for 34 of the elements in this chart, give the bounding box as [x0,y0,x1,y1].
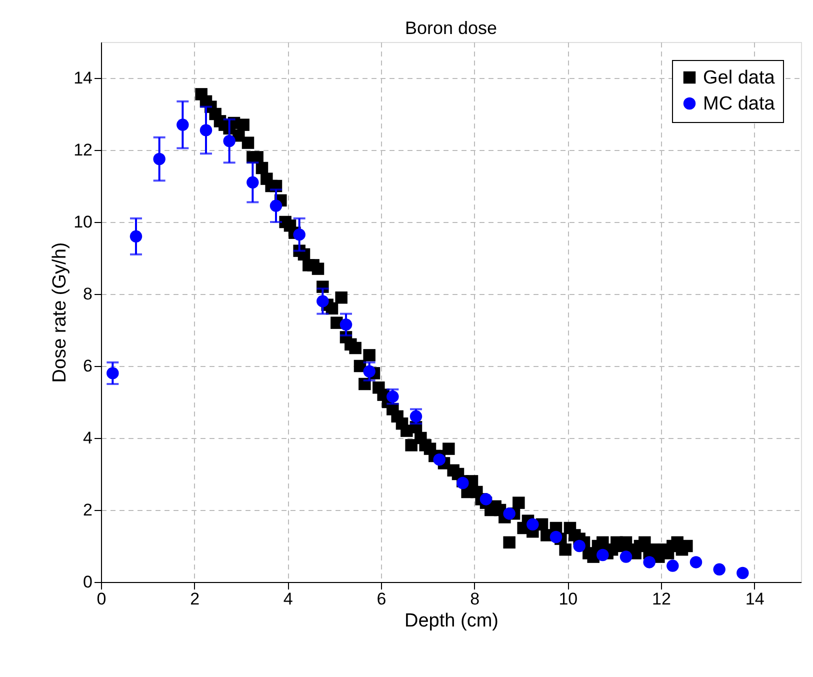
x-tick-label: 0 [96,590,106,608]
x-tick-label: 4 [283,590,293,608]
y-tick-label: 6 [83,356,92,376]
point [666,560,679,572]
x-tick-label: 8 [470,590,480,608]
legend-label: Gel data [703,68,776,88]
point [526,518,539,531]
y-axis-title: Dose rate (Gy/h) [50,242,71,383]
point [550,530,562,544]
point [620,550,632,563]
x-tick-label: 2 [190,590,200,608]
point [573,540,586,552]
x-tick-label: 10 [558,590,578,608]
point [503,507,516,520]
y-tick-label: 2 [83,500,92,520]
point [736,566,749,580]
x-tick-label: 6 [376,590,386,608]
x-tick-label: 12 [652,590,671,608]
point [480,493,492,506]
y-tick-label: 14 [74,68,92,88]
point [690,556,702,568]
y-tick-label: 0 [83,572,92,592]
y-tick-label: 8 [83,284,92,304]
x-tick-label: 14 [745,590,764,608]
x-axis-title: Depth (cm) [404,610,498,632]
y-tick-label: 10 [74,212,92,232]
legend-label: MC data [703,94,776,114]
chart-title: Boron dose [404,18,498,38]
point [433,453,446,466]
y-tick-label: 12 [74,140,92,160]
point [713,563,726,576]
y-tick-label: 4 [83,428,92,448]
point [643,556,656,568]
point [596,548,609,562]
